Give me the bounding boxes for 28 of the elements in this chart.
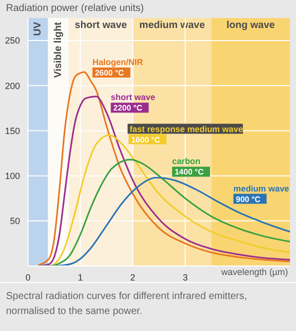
series-label: short wave — [110, 92, 156, 102]
annotation: 2200 °C — [113, 104, 143, 113]
annotation: 1400 °C — [174, 168, 204, 177]
series-label: Halogen/NIR — [92, 57, 143, 68]
series-label: fast response medium wave — [130, 124, 244, 134]
annotation: 1600 °C — [131, 135, 160, 144]
x-tick-label: 2 — [130, 272, 136, 282]
x-tick-label: 1 — [78, 272, 83, 282]
series-label: medium wave — [233, 183, 290, 194]
series-label: carbon — [172, 156, 200, 166]
y-axis-title: Radiation power (relative units) — [6, 3, 144, 14]
band-label: short wave — [74, 20, 128, 31]
text: Spectral radiation curves for different infrared emitters, normalised to the same power. — [6, 290, 248, 319]
y-tick-label: 50 — [10, 216, 20, 226]
annotation: 900 °C — [236, 194, 261, 204]
band-label: Visible light — [52, 21, 64, 78]
x-tick-label: 3 — [182, 272, 188, 282]
line-series — [38, 176, 290, 266]
y-tick-label: 100 — [4, 171, 20, 182]
x-axis-title: wavelength (µm) — [221, 267, 288, 277]
band-label: long wave — [226, 20, 276, 31]
band-label: UV — [32, 22, 44, 36]
annotation: 2600 °C — [94, 68, 124, 78]
y-tick-label: 250 — [4, 36, 20, 46]
x-tick-label: 0 — [25, 272, 31, 282]
y-tick-label: 150 — [4, 126, 20, 136]
y-tick-label: 200 — [4, 80, 20, 91]
band-label: medium wave — [139, 20, 206, 31]
